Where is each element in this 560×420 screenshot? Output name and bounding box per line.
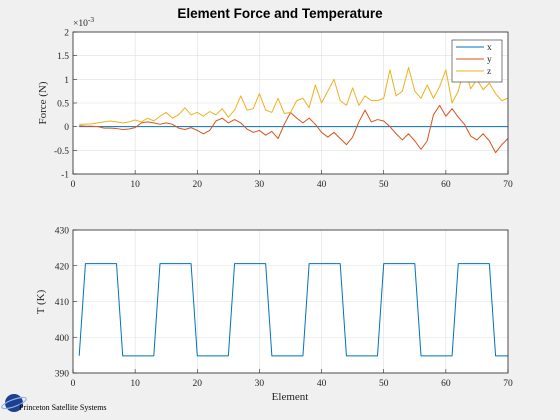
x-tick-label: 30 <box>255 379 265 389</box>
force-ticks: 0 10 20 30 40 50 60 70 -1 -0.5 0 0.5 1 1.5 2 <box>54 29 513 191</box>
y-tick-label: 0 <box>64 123 69 133</box>
x-tick-label: 40 <box>317 379 327 389</box>
company-logo: Princeton Satellite Systems <box>1 394 107 412</box>
temperature-y-axis-label: T (K) <box>35 289 47 314</box>
temperature-x-axis-label: Element <box>272 391 309 403</box>
legend-label-x: x <box>487 43 492 53</box>
x-tick-label: 20 <box>193 180 203 190</box>
x-tick-label: 10 <box>130 180 140 190</box>
force-exponent-power: -3 <box>88 15 94 24</box>
x-tick-label: 20 <box>193 379 203 389</box>
y-tick-label: -1 <box>61 171 69 181</box>
y-tick-label: 0.5 <box>57 100 69 110</box>
y-tick-label: 2 <box>64 29 69 39</box>
force-y-axis-label: Force (N) <box>37 81 49 124</box>
figure-title: Element Force and Temperature <box>177 6 383 21</box>
x-tick-label: 10 <box>130 379 140 389</box>
temperature-axes: 0 10 20 30 40 50 60 70 390 400 410 420 430 T (K) Ele… <box>35 227 513 404</box>
y-tick-label: 430 <box>55 227 70 237</box>
force-exponent-label: ×10-3 <box>73 15 94 29</box>
x-tick-label: 50 <box>379 379 389 389</box>
y-tick-label: 400 <box>55 334 70 344</box>
x-tick-label: 60 <box>441 180 451 190</box>
y-tick-label: -0.5 <box>54 147 69 157</box>
force-series-lines <box>79 67 509 154</box>
x-tick-label: 70 <box>503 180 513 190</box>
x-tick-label: 50 <box>379 180 389 190</box>
series-line-y <box>79 104 509 154</box>
legend-box <box>451 39 503 83</box>
globe-logo-ring <box>1 396 27 410</box>
x-tick-label: 30 <box>255 180 265 190</box>
y-tick-label: 1.5 <box>57 52 69 62</box>
temperature-ticks: 0 10 20 30 40 50 60 70 390 400 410 420 430 <box>55 227 513 390</box>
force-axes: 0 10 20 30 40 50 60 70-1-0.500.511.52 ×10-3 For… <box>37 15 513 190</box>
x-tick-label: 70 <box>503 379 513 389</box>
y-tick-label: 390 <box>55 370 70 380</box>
legend-label-z: z <box>487 67 491 77</box>
series-line-temperature <box>78 263 508 357</box>
company-logo-text: Princeton Satellite Systems <box>19 403 107 412</box>
legend-label-y: y <box>487 55 492 65</box>
force-exponent-base: 10 <box>78 19 88 29</box>
x-tick-label: 60 <box>441 379 451 389</box>
y-tick-label: 420 <box>55 262 70 272</box>
force-exponent-times: × <box>73 19 78 29</box>
x-tick-label: 0 <box>71 180 76 190</box>
x-tick-label: 0 <box>71 379 76 389</box>
globe-logo-icon <box>1 394 27 412</box>
y-tick-label: 410 <box>55 298 70 308</box>
series-line-z <box>79 67 509 125</box>
x-tick-label: 40 <box>317 180 327 190</box>
temperature-series-lines <box>78 263 508 357</box>
y-tick-label: 1 <box>64 76 69 86</box>
force-legend: x y z <box>451 39 503 83</box>
